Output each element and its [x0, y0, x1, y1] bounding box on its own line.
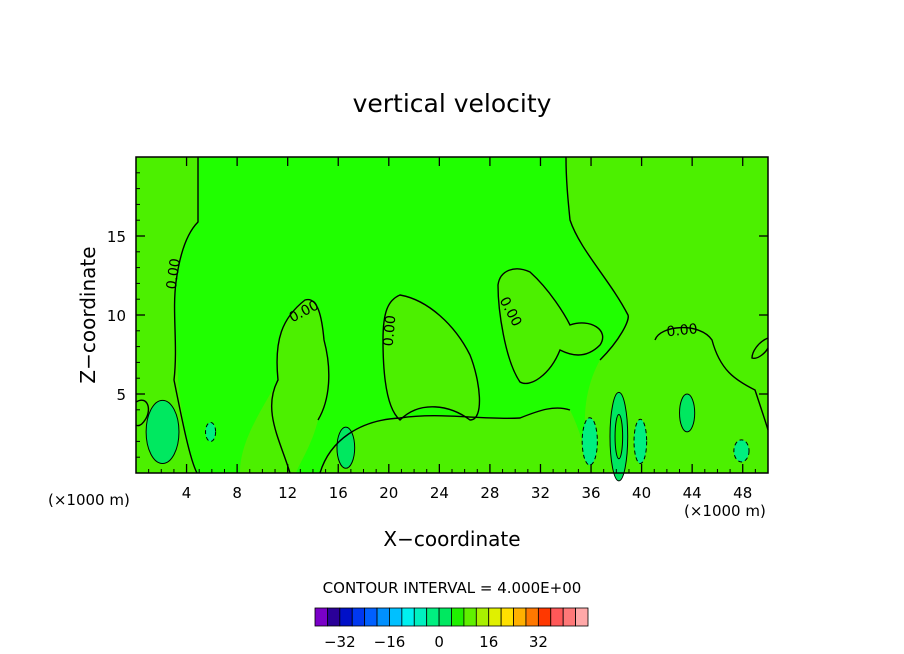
- updraft-region-upper-left: [136, 157, 198, 473]
- colorbar-swatch-12: [463, 607, 477, 627]
- x-tick-label-32: 32: [531, 484, 550, 502]
- colorbar-swatch-4: [364, 607, 378, 627]
- colorbar-swatch-11: [451, 607, 465, 627]
- colorbar-swatch-15: [500, 607, 514, 627]
- colorbar-swatch-13: [475, 607, 490, 627]
- colorbar-swatch-3: [351, 607, 366, 627]
- colorbar-swatch-14: [488, 607, 502, 627]
- y-tick-label-15: 15: [107, 228, 126, 246]
- chart-title: vertical velocity: [353, 89, 552, 118]
- colorbar-swatch-18: [537, 607, 552, 627]
- x-tick-label-24: 24: [430, 484, 449, 502]
- downdraft-cell-7: [205, 421, 217, 442]
- colorbar-swatch-6: [389, 607, 403, 627]
- x-unit-label-left: (×1000 m): [48, 491, 130, 509]
- colorbar-swatch-21: [575, 607, 589, 627]
- zero-contour-lines: [135, 156, 769, 474]
- colorbar-swatch-0: [314, 607, 328, 627]
- colorbar-swatch-10: [438, 607, 452, 627]
- updraft-cell-0: [145, 399, 180, 465]
- y-axis-title: Z−coordinate: [76, 246, 100, 383]
- updraft-region-lower-band: [320, 407, 590, 473]
- y-tick-label-5: 5: [116, 386, 126, 404]
- x-tick-label-20: 20: [379, 484, 398, 502]
- downdraft-cell-6: [633, 418, 648, 465]
- x-tick-label-40: 40: [632, 484, 651, 502]
- x-tick-label-28: 28: [480, 484, 499, 502]
- x-tick-label-48: 48: [733, 484, 752, 502]
- contour-line-right-edge: [751, 337, 769, 360]
- colorbar-swatch-2: [339, 607, 353, 627]
- updraft-region-center-plume: [383, 295, 480, 420]
- contour-line-bottom-band: [319, 407, 571, 474]
- x-unit-label-right: (×1000 m): [684, 502, 766, 520]
- colorbar-label-1: −16: [374, 633, 406, 651]
- colorbar-label-3: 16: [479, 633, 498, 651]
- colorbar-swatch-1: [327, 607, 341, 627]
- colorbar-swatch-17: [525, 607, 539, 627]
- contour-label-2: 0.00: [381, 315, 400, 347]
- updraft-region-lower-mid-left: [240, 299, 329, 473]
- x-axis-title: X−coordinate: [383, 527, 520, 551]
- contour-interval-label: CONTOUR INTERVAL = 4.000E+00: [323, 579, 582, 597]
- x-tick-label-12: 12: [278, 484, 297, 502]
- contour-line-center: [382, 294, 481, 421]
- downdraft-cell-5: [581, 417, 598, 466]
- contour-label-4: 0.00: [666, 321, 699, 340]
- updraft-cell-4: [679, 393, 696, 433]
- x-tick-label-4: 4: [182, 484, 192, 502]
- updraft-cell-3: [336, 426, 356, 469]
- colorbar-swatch-19: [550, 607, 564, 627]
- updraft-cell-2: [614, 414, 624, 460]
- colorbar-swatch-20: [562, 607, 576, 627]
- x-tick-label-44: 44: [683, 484, 702, 502]
- colorbar-swatch-8: [413, 607, 428, 627]
- contour-line-upper-right: [565, 156, 629, 361]
- x-tick-label-8: 8: [232, 484, 242, 502]
- colorbar-label-4: 32: [529, 633, 548, 651]
- x-tick-label-36: 36: [581, 484, 600, 502]
- colorbar-swatch-7: [401, 607, 415, 627]
- x-tick-label-16: 16: [329, 484, 348, 502]
- colorbar-swatch-5: [376, 607, 390, 627]
- colorbar-swatch-16: [513, 607, 527, 627]
- contour-line-center-right: [497, 268, 604, 385]
- weak-updraft-regions: [136, 157, 768, 473]
- velocity-cells: [145, 391, 750, 482]
- colorbar-label-2: 0: [434, 633, 444, 651]
- downdraft-cell-8: [733, 439, 750, 463]
- colorbar-swatch-9: [426, 607, 440, 627]
- colorbar: −32 −16 0 16 32: [314, 607, 589, 651]
- colorbar-label-0: −32: [324, 633, 356, 651]
- contour-line-right-lobe: [654, 326, 769, 431]
- y-tick-label-10: 10: [107, 307, 126, 325]
- updraft-region-lower-right-lobe: [655, 327, 757, 459]
- contour-line-mid-left: [270, 298, 330, 474]
- contour-label-0: 0.00: [164, 257, 184, 290]
- contour-line-left: [173, 157, 199, 474]
